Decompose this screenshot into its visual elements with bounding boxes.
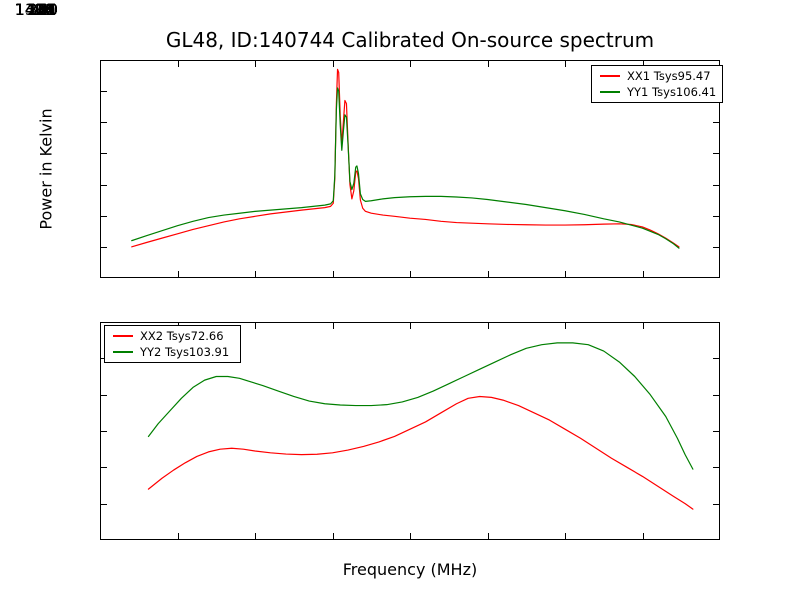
x-tick-label: 1412 [14, 0, 56, 19]
y-tick-label: 80 [37, 0, 58, 19]
y-tick-label: 200 [27, 0, 58, 19]
x-tick-label: 1428 [14, 0, 56, 19]
x-tick-label: 1410 [14, 0, 56, 19]
legend-entry: YY2 Tsys103.91 [113, 345, 232, 359]
legend-label: YY1 Tsys106.41 [627, 85, 717, 99]
bottom-x-axis-label: Frequency (MHz) [342, 560, 478, 579]
legend-line-sample-red [600, 75, 620, 77]
y-tick-label: 50 [37, 0, 58, 19]
x-tick-label: 1422 [14, 0, 56, 19]
series-line-xx2 [147, 395, 694, 510]
x-tick-label: 1404 [14, 0, 56, 19]
y-tick-label: 100 [27, 0, 58, 19]
x-tick-label: 1400 [14, 0, 56, 19]
bottom-plot-area [100, 322, 720, 540]
y-tick-label: 140 [27, 0, 58, 19]
x-tick-label: 1414 [14, 0, 56, 19]
y-tick-label: 60 [37, 0, 58, 19]
series-line-yy2 [147, 342, 694, 470]
series-line-xx1 [131, 68, 680, 248]
y-tick-label: 120 [27, 0, 58, 19]
legend-label: XX1 Tsys95.47 [627, 69, 711, 83]
x-tick-label: 1430 [14, 0, 56, 19]
x-tick-label: 1424 [14, 0, 56, 19]
legend-line-sample-red [113, 335, 133, 337]
x-tick-label: 1398 [14, 0, 56, 19]
top-plot-area [100, 60, 720, 278]
top-y-axis-label: Power in Kelvin [36, 108, 56, 230]
x-tick-label: 1408 [14, 0, 56, 19]
legend-label: XX2 Tsys72.66 [140, 329, 224, 343]
legend-entry: XX1 Tsys95.47 [600, 69, 714, 83]
legend-entry: XX2 Tsys72.66 [113, 329, 232, 343]
legend-label: YY2 Tsys103.91 [140, 345, 230, 359]
series-line-yy1 [131, 87, 680, 249]
legend-line-sample-green [600, 91, 620, 93]
y-tick-label: 20 [37, 0, 58, 19]
legend-line-sample-green [113, 351, 133, 353]
y-tick-label: 0 [47, 0, 58, 19]
y-tick-label: 150 [27, 0, 58, 19]
y-tick-label: 250 [27, 0, 58, 19]
bottom-legend: XX2 Tsys72.66 YY2 Tsys103.91 [104, 325, 241, 363]
top-legend: XX1 Tsys95.47 YY1 Tsys106.41 [591, 65, 723, 103]
x-tick-label: 1418 [14, 0, 56, 19]
x-tick-label: 1420 [14, 0, 56, 19]
chart-title: GL48, ID:140744 Calibrated On-source spe… [165, 28, 655, 52]
x-tick-label: 1414 [14, 0, 56, 19]
legend-entry: YY1 Tsys106.41 [600, 85, 717, 99]
x-tick-label: 1406 [14, 0, 56, 19]
y-tick-label: 40 [37, 0, 58, 19]
y-tick-label: 100 [27, 0, 58, 19]
y-tick-label: 300 [27, 0, 58, 19]
x-tick-label: 1402 [14, 0, 56, 19]
x-tick-label: 1416 [14, 0, 56, 19]
y-tick-label: 350 [27, 0, 58, 19]
x-tick-label: 1426 [14, 0, 56, 19]
